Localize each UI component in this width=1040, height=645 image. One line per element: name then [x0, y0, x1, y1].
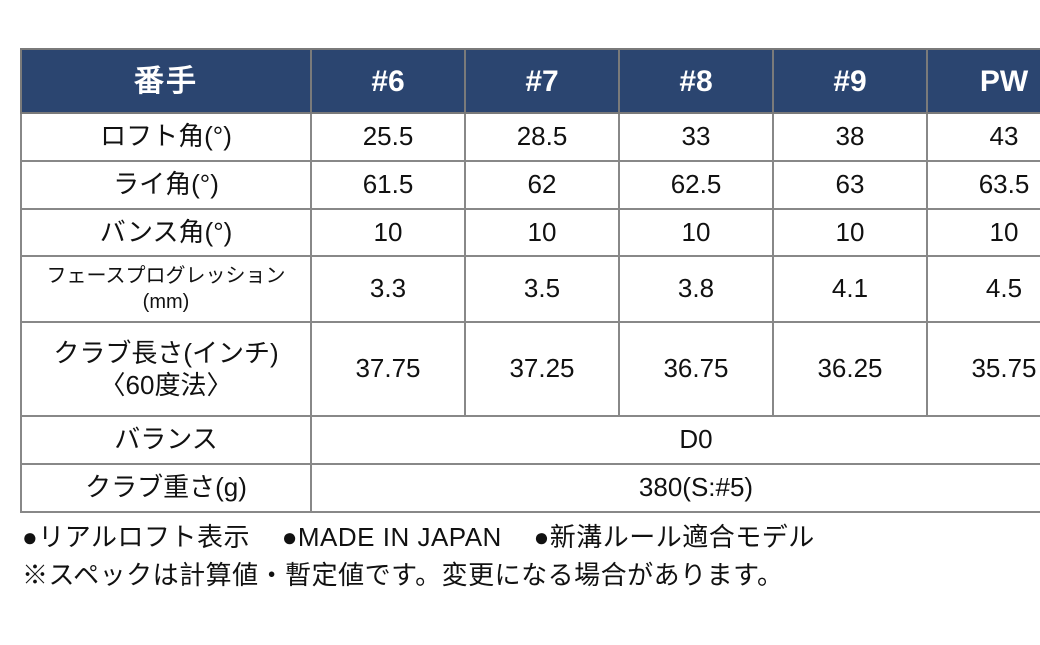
cell: 10 — [311, 209, 465, 257]
note-bullet: ●リアルロフト表示 — [22, 522, 250, 552]
row-label: クラブ長さ(インチ)〈60度法〉 — [21, 322, 311, 416]
table-row: バンス角(°)1010101010 — [21, 209, 1040, 257]
col-header: #9 — [773, 49, 927, 113]
notes: ●リアルロフト表示 ●MADE IN JAPAN ●新溝ルール適合モデル ※スペ… — [20, 519, 1020, 594]
col-header: #8 — [619, 49, 773, 113]
row-label: バンス角(°) — [21, 209, 311, 257]
cell: 63 — [773, 161, 927, 209]
cell: 10 — [465, 209, 619, 257]
row-label: ライ角(°) — [21, 161, 311, 209]
cell: 43 — [927, 113, 1040, 161]
cell: 33 — [619, 113, 773, 161]
table-header-row: 番手 #6 #7 #8 #9 PW — [21, 49, 1040, 113]
spec-table: 番手 #6 #7 #8 #9 PW ロフト角(°)25.528.5333843ラ… — [20, 48, 1040, 513]
table-row: クラブ重さ(g)380(S:#5) — [21, 464, 1040, 512]
row-label: ロフト角(°) — [21, 113, 311, 161]
cell: 10 — [619, 209, 773, 257]
cell: 3.5 — [465, 256, 619, 322]
notes-bullets: ●リアルロフト表示 ●MADE IN JAPAN ●新溝ルール適合モデル — [22, 519, 1020, 557]
cell: 37.25 — [465, 322, 619, 416]
row-label: バランス — [21, 416, 311, 464]
cell: 63.5 — [927, 161, 1040, 209]
table-row: ライ角(°)61.56262.56363.5 — [21, 161, 1040, 209]
table-row: ロフト角(°)25.528.5333843 — [21, 113, 1040, 161]
cell: 36.25 — [773, 322, 927, 416]
cell: 4.1 — [773, 256, 927, 322]
cell: 36.75 — [619, 322, 773, 416]
cell: 25.5 — [311, 113, 465, 161]
table-row: バランスD0 — [21, 416, 1040, 464]
note-bullet: ●新溝ルール適合モデル — [534, 522, 815, 552]
col-header: PW — [927, 49, 1040, 113]
row-label: クラブ重さ(g) — [21, 464, 311, 512]
cell: 35.75 — [927, 322, 1040, 416]
cell: 10 — [773, 209, 927, 257]
col-header: #6 — [311, 49, 465, 113]
cell: 62.5 — [619, 161, 773, 209]
col-header-label: 番手 — [21, 49, 311, 113]
cell: 3.3 — [311, 256, 465, 322]
cell-merged: D0 — [311, 416, 1040, 464]
row-label: フェースプログレッション(mm) — [21, 256, 311, 322]
table-body: ロフト角(°)25.528.5333843ライ角(°)61.56262.5636… — [21, 113, 1040, 512]
cell: 4.5 — [927, 256, 1040, 322]
table-row: フェースプログレッション(mm)3.33.53.84.14.5 — [21, 256, 1040, 322]
cell-merged: 380(S:#5) — [311, 464, 1040, 512]
cell: 28.5 — [465, 113, 619, 161]
cell: 38 — [773, 113, 927, 161]
table-row: クラブ長さ(インチ)〈60度法〉37.7537.2536.7536.2535.7… — [21, 322, 1040, 416]
cell: 10 — [927, 209, 1040, 257]
cell: 62 — [465, 161, 619, 209]
cell: 3.8 — [619, 256, 773, 322]
cell: 61.5 — [311, 161, 465, 209]
spec-sheet: 番手 #6 #7 #8 #9 PW ロフト角(°)25.528.5333843ラ… — [0, 0, 1040, 614]
col-header: #7 — [465, 49, 619, 113]
notes-caution: ※スペックは計算値・暫定値です。変更になる場合があります。 — [22, 557, 1020, 595]
note-bullet: ●MADE IN JAPAN — [282, 522, 502, 552]
cell: 37.75 — [311, 322, 465, 416]
